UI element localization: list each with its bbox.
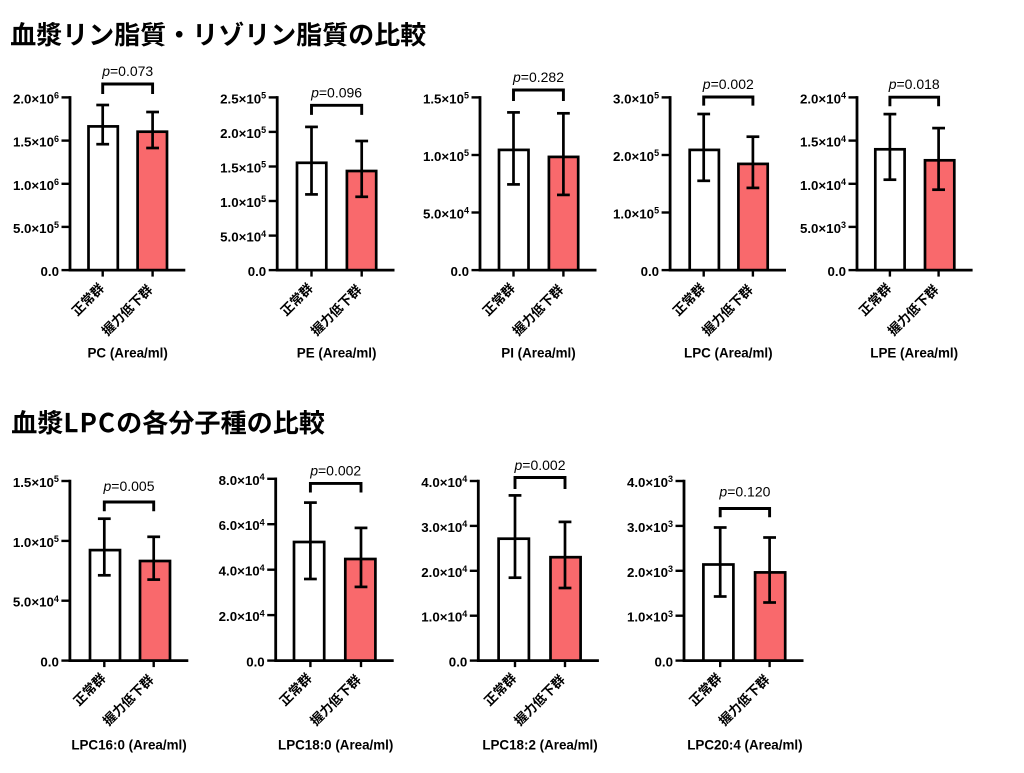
svg-text:0.0: 0.0 <box>655 655 674 670</box>
svg-text:LPC (Area/ml): LPC (Area/ml) <box>684 345 773 360</box>
svg-text:LPC16:0 (Area/ml): LPC16:0 (Area/ml) <box>71 738 186 753</box>
svg-text:p=0.002: p=0.002 <box>702 76 754 92</box>
svg-text:1.5×105: 1.5×105 <box>220 160 266 176</box>
svg-text:p=0.018: p=0.018 <box>888 76 940 92</box>
svg-text:LPC18:0 (Area/ml): LPC18:0 (Area/ml) <box>278 738 393 753</box>
svg-text:0.0: 0.0 <box>248 264 267 279</box>
svg-text:1.5×106: 1.5×106 <box>13 134 59 150</box>
svg-text:LPC20:4 (Area/ml): LPC20:4 (Area/ml) <box>687 738 802 753</box>
svg-text:1.0×105: 1.0×105 <box>423 148 469 164</box>
svg-text:PC (Area/ml): PC (Area/ml) <box>88 345 168 360</box>
svg-text:0.0: 0.0 <box>246 655 265 670</box>
svg-text:p=0.282: p=0.282 <box>512 69 564 85</box>
svg-text:3.0×105: 3.0×105 <box>613 91 659 107</box>
svg-text:4.0×104: 4.0×104 <box>421 474 467 490</box>
svg-text:1.0×105: 1.0×105 <box>220 194 266 210</box>
svg-text:LPC18:2 (Area/ml): LPC18:2 (Area/ml) <box>482 738 597 753</box>
svg-text:p=0.120: p=0.120 <box>718 484 770 500</box>
svg-text:0.0: 0.0 <box>41 264 60 279</box>
svg-text:3.0×103: 3.0×103 <box>627 519 673 535</box>
svg-text:4.0×104: 4.0×104 <box>219 563 265 579</box>
svg-text:2.0×106: 2.0×106 <box>13 91 59 107</box>
svg-text:p=0.002: p=0.002 <box>309 462 361 478</box>
svg-text:0.0: 0.0 <box>449 655 468 670</box>
svg-text:0.0: 0.0 <box>40 655 59 670</box>
svg-text:2.0×104: 2.0×104 <box>800 91 846 107</box>
svg-text:1.5×105: 1.5×105 <box>423 91 469 107</box>
svg-text:2.0×105: 2.0×105 <box>613 148 659 164</box>
svg-text:PI (Area/ml): PI (Area/ml) <box>501 345 575 360</box>
svg-text:p=0.096: p=0.096 <box>310 84 362 100</box>
svg-text:5.0×105: 5.0×105 <box>13 220 59 236</box>
svg-text:p=0.002: p=0.002 <box>513 457 565 473</box>
svg-text:2.0×105: 2.0×105 <box>220 125 266 141</box>
svg-text:5.0×104: 5.0×104 <box>423 206 469 222</box>
svg-text:0.0: 0.0 <box>641 264 660 279</box>
svg-text:1.5×105: 1.5×105 <box>13 474 59 490</box>
svg-text:1.0×103: 1.0×103 <box>627 609 673 625</box>
svg-text:0.0: 0.0 <box>451 264 470 279</box>
svg-text:2.0×104: 2.0×104 <box>219 608 265 624</box>
svg-text:3.0×104: 3.0×104 <box>421 519 467 535</box>
svg-text:5.0×104: 5.0×104 <box>13 594 59 610</box>
svg-text:4.0×103: 4.0×103 <box>627 474 673 490</box>
svg-text:p=0.073: p=0.073 <box>101 63 153 79</box>
svg-text:5.0×103: 5.0×103 <box>800 220 846 236</box>
svg-text:6.0×104: 6.0×104 <box>219 517 265 533</box>
svg-text:1.0×105: 1.0×105 <box>613 206 659 222</box>
svg-text:1.0×105: 1.0×105 <box>13 534 59 550</box>
svg-text:p=0.005: p=0.005 <box>102 478 154 494</box>
svg-text:1.0×104: 1.0×104 <box>421 609 467 625</box>
svg-text:1.0×104: 1.0×104 <box>800 177 846 193</box>
svg-text:1.5×104: 1.5×104 <box>800 134 846 150</box>
svg-text:8.0×104: 8.0×104 <box>219 472 265 488</box>
svg-text:PE (Area/ml): PE (Area/ml) <box>297 345 377 360</box>
svg-text:5.0×104: 5.0×104 <box>220 229 266 245</box>
svg-text:0.0: 0.0 <box>828 264 847 279</box>
svg-text:LPE (Area/ml): LPE (Area/ml) <box>870 345 958 360</box>
svg-text:2.0×104: 2.0×104 <box>421 564 467 580</box>
svg-text:2.0×103: 2.0×103 <box>627 564 673 580</box>
svg-text:1.0×106: 1.0×106 <box>13 177 59 193</box>
svg-text:2.5×105: 2.5×105 <box>220 91 266 107</box>
